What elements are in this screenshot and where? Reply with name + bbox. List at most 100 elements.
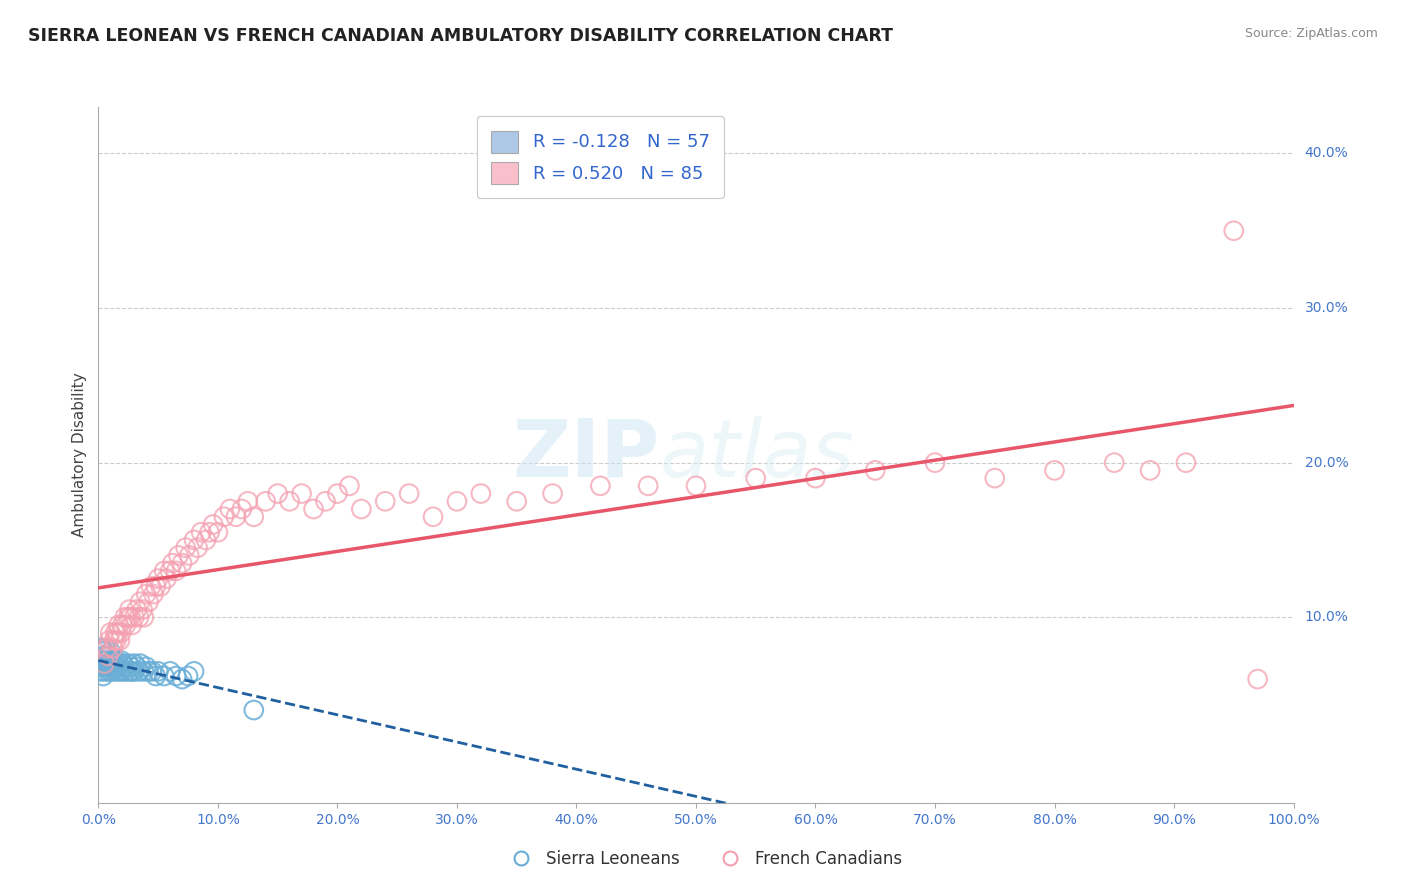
- Point: [96, 641, 118, 656]
- Point: [172, 556, 194, 570]
- Point: [165, 669, 187, 683]
- Point: [135, 587, 157, 601]
- Point: [1139, 463, 1161, 477]
- Point: [124, 657, 146, 671]
- Point: [98, 657, 122, 671]
- Point: [637, 479, 659, 493]
- Point: [124, 610, 146, 624]
- Text: 30.0%: 30.0%: [1305, 301, 1348, 315]
- Point: [115, 618, 138, 632]
- Point: [202, 517, 225, 532]
- Point: [162, 556, 184, 570]
- Point: [148, 572, 170, 586]
- Point: [398, 486, 420, 500]
- Point: [267, 486, 290, 500]
- Point: [111, 657, 134, 671]
- Point: [153, 564, 176, 578]
- Point: [91, 648, 114, 663]
- Point: [118, 602, 141, 616]
- Point: [107, 657, 129, 671]
- Point: [101, 665, 124, 679]
- Point: [422, 509, 444, 524]
- Point: [231, 502, 253, 516]
- Point: [983, 471, 1005, 485]
- Point: [141, 665, 163, 679]
- Point: [165, 564, 187, 578]
- Point: [159, 564, 181, 578]
- Point: [98, 665, 122, 679]
- Point: [541, 486, 564, 500]
- Point: [1222, 224, 1246, 238]
- Point: [107, 625, 129, 640]
- Point: [93, 644, 115, 658]
- Point: [745, 471, 768, 485]
- Point: [111, 618, 134, 632]
- Point: [804, 471, 827, 485]
- Point: [155, 572, 177, 586]
- Point: [138, 665, 160, 679]
- Point: [105, 654, 128, 668]
- Point: [128, 665, 150, 679]
- Point: [105, 633, 128, 648]
- Point: [179, 549, 201, 563]
- Point: [225, 509, 247, 524]
- Point: [207, 525, 229, 540]
- Point: [107, 618, 129, 632]
- Point: [93, 657, 115, 671]
- Point: [337, 479, 360, 493]
- Point: [120, 610, 142, 624]
- Point: [1246, 672, 1268, 686]
- Point: [91, 654, 114, 668]
- Text: ZIP: ZIP: [513, 416, 661, 494]
- Point: [93, 665, 115, 679]
- Point: [153, 669, 176, 683]
- Point: [142, 587, 165, 601]
- Point: [1102, 456, 1125, 470]
- Point: [183, 665, 205, 679]
- Point: [177, 669, 200, 683]
- Point: [121, 618, 143, 632]
- Point: [118, 665, 141, 679]
- Point: [446, 494, 468, 508]
- Point: [91, 659, 114, 673]
- Point: [174, 541, 197, 555]
- Point: [326, 486, 349, 500]
- Point: [108, 665, 131, 679]
- Point: [101, 654, 124, 668]
- Point: [105, 665, 128, 679]
- Point: [1043, 463, 1066, 477]
- Point: [114, 610, 136, 624]
- Point: [219, 502, 242, 516]
- Point: [125, 602, 148, 616]
- Point: [167, 549, 190, 563]
- Point: [183, 533, 205, 547]
- Point: [90, 641, 112, 656]
- Point: [187, 541, 209, 555]
- Point: [121, 665, 143, 679]
- Point: [129, 595, 152, 609]
- Point: [132, 665, 155, 679]
- Point: [243, 509, 266, 524]
- Point: [104, 625, 127, 640]
- Point: [470, 486, 492, 500]
- Point: [128, 610, 150, 624]
- Point: [125, 659, 148, 673]
- Point: [129, 657, 152, 671]
- Point: [149, 579, 172, 593]
- Point: [117, 610, 139, 624]
- Point: [212, 509, 235, 524]
- Point: [103, 633, 125, 648]
- Point: [278, 494, 301, 508]
- Point: [374, 494, 396, 508]
- Point: [120, 659, 142, 673]
- Point: [124, 665, 146, 679]
- Point: [145, 579, 167, 593]
- Point: [172, 672, 194, 686]
- Point: [110, 625, 132, 640]
- Point: [96, 648, 118, 663]
- Point: [138, 595, 160, 609]
- Point: [97, 657, 120, 671]
- Point: [93, 657, 115, 671]
- Point: [97, 665, 120, 679]
- Point: [107, 659, 129, 673]
